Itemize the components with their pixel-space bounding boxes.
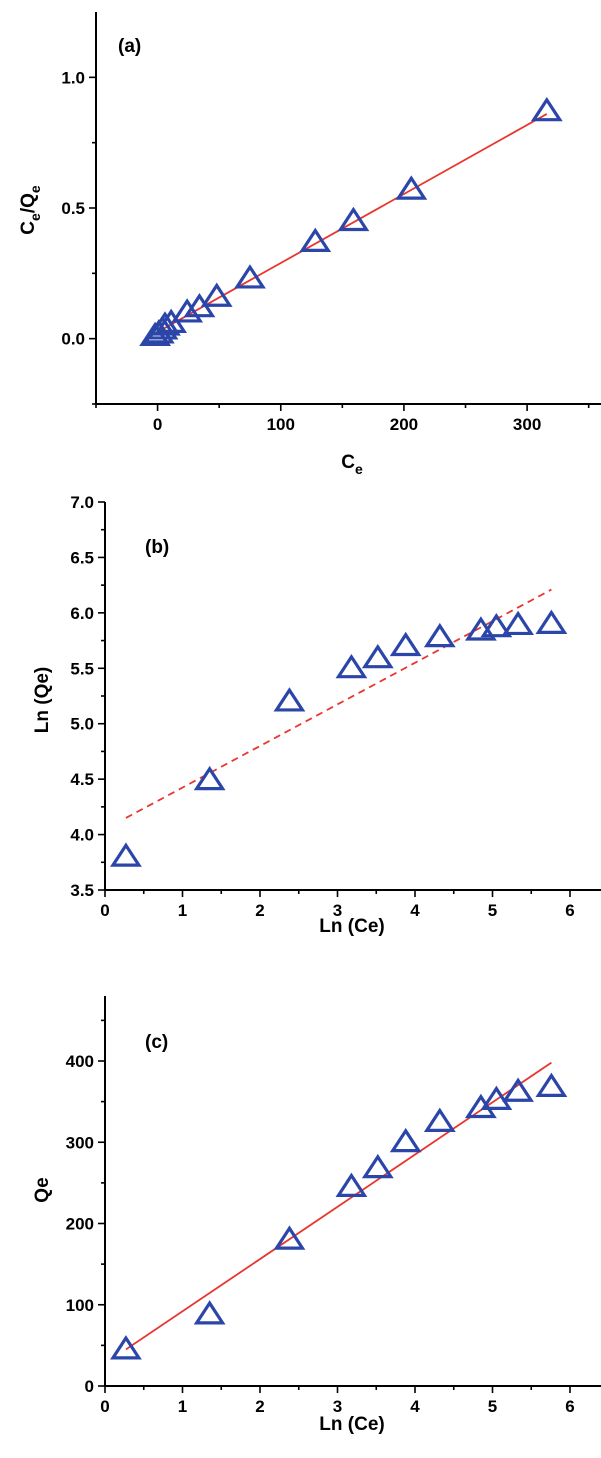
data-point — [273, 687, 306, 712]
fit-line — [154, 113, 548, 335]
data-point — [361, 1153, 394, 1179]
data-point — [335, 1172, 368, 1197]
x-tick-label: 6 — [565, 1397, 574, 1416]
x-tick-label: 3 — [333, 1397, 342, 1416]
data-point — [423, 1107, 456, 1132]
x-tick-label: 100 — [267, 415, 295, 434]
y-tick-label: 5.0 — [70, 715, 94, 734]
data-point — [193, 765, 226, 791]
data-point — [193, 1300, 226, 1325]
data-point — [200, 282, 233, 307]
data-point — [273, 1225, 306, 1250]
data-point — [171, 298, 204, 323]
data-point — [480, 612, 513, 638]
x-tick-label: 0 — [153, 415, 162, 434]
x-tick-label: 5 — [488, 901, 497, 920]
data-point — [502, 610, 534, 636]
y-axis-title: Ln (Qe) — [32, 667, 53, 734]
panel-label: (c) — [145, 1032, 168, 1053]
x-tick-label: 5 — [488, 1397, 497, 1416]
y-tick-label: 0.0 — [61, 330, 85, 349]
x-tick-label: 4 — [410, 901, 420, 920]
x-axis-title: Ce — [341, 452, 363, 477]
data-point — [423, 622, 456, 648]
y-tick-label: 0.5 — [61, 199, 85, 218]
y-tick-label: 7.0 — [70, 493, 94, 512]
y-tick-label: 5.5 — [70, 659, 94, 678]
x-tick-label: 2 — [255, 901, 264, 920]
data-point — [535, 1072, 568, 1098]
y-tick-label: 200 — [66, 1215, 94, 1234]
data-point — [110, 842, 142, 867]
y-tick-label: 6.0 — [70, 604, 94, 623]
chart-panel-1: 0 100 200 300 0.0 0.5 1.0 (a) Ce Ce/Qe — [18, 12, 601, 477]
x-tick-label: 1 — [178, 1397, 187, 1416]
data-point — [149, 311, 181, 336]
x-tick-label: 4 — [410, 1397, 420, 1416]
y-tick-label: 400 — [66, 1052, 94, 1071]
x-tick-label: 300 — [513, 415, 541, 434]
data-point — [234, 264, 266, 289]
y-tick-label: 4.0 — [70, 826, 94, 845]
x-tick-label: 200 — [390, 415, 418, 434]
chart-panel-2: 0 1 2 3 4 5 6 3.5 4.0 4.5 5.0 5.5 6.0 6.5 7.0 (b) Ln (Ce… — [32, 493, 601, 937]
panel-label: (a) — [118, 36, 141, 57]
x-axis-title: Ln (Ce) — [319, 916, 384, 937]
x-tick-label: 2 — [255, 1397, 264, 1416]
data-point — [110, 1335, 142, 1360]
data-point — [361, 643, 394, 669]
fit-line — [125, 588, 552, 819]
x-axis-title: Ln (Ce) — [319, 1414, 384, 1435]
y-axis-title: Qe — [32, 1177, 53, 1202]
data-point — [530, 96, 563, 122]
data-point — [299, 227, 332, 252]
y-tick-label: 1.0 — [61, 68, 85, 87]
x-tick-label: 0 — [100, 1397, 109, 1416]
y-tick-label: 3.5 — [70, 881, 94, 900]
data-point — [337, 206, 370, 232]
data-point — [335, 653, 368, 679]
data-point — [502, 1077, 534, 1102]
data-point — [389, 631, 422, 657]
data-point — [395, 175, 428, 200]
x-tick-label: 0 — [100, 901, 109, 920]
chart-panel-3: 0 1 2 3 4 5 6 0 100 200 300 400 (c) Ln (Ce) Qe — [32, 996, 601, 1435]
y-tick-label: 4.5 — [70, 770, 94, 789]
y-tick-label: 0 — [85, 1377, 94, 1396]
y-tick-label: 300 — [66, 1133, 94, 1152]
y-tick-label: 100 — [66, 1296, 94, 1315]
y-tick-label: 6.5 — [70, 548, 94, 567]
data-point — [464, 1093, 497, 1119]
x-tick-label: 6 — [565, 901, 574, 920]
y-axis-title: Ce/Qe — [18, 185, 43, 235]
x-tick-label: 1 — [178, 901, 187, 920]
data-point — [535, 609, 568, 634]
data-point — [389, 1127, 422, 1153]
fit-line — [125, 1061, 552, 1351]
x-tick-label: 3 — [333, 901, 342, 920]
data-point — [480, 1085, 513, 1111]
panel-label: (b) — [145, 537, 169, 558]
